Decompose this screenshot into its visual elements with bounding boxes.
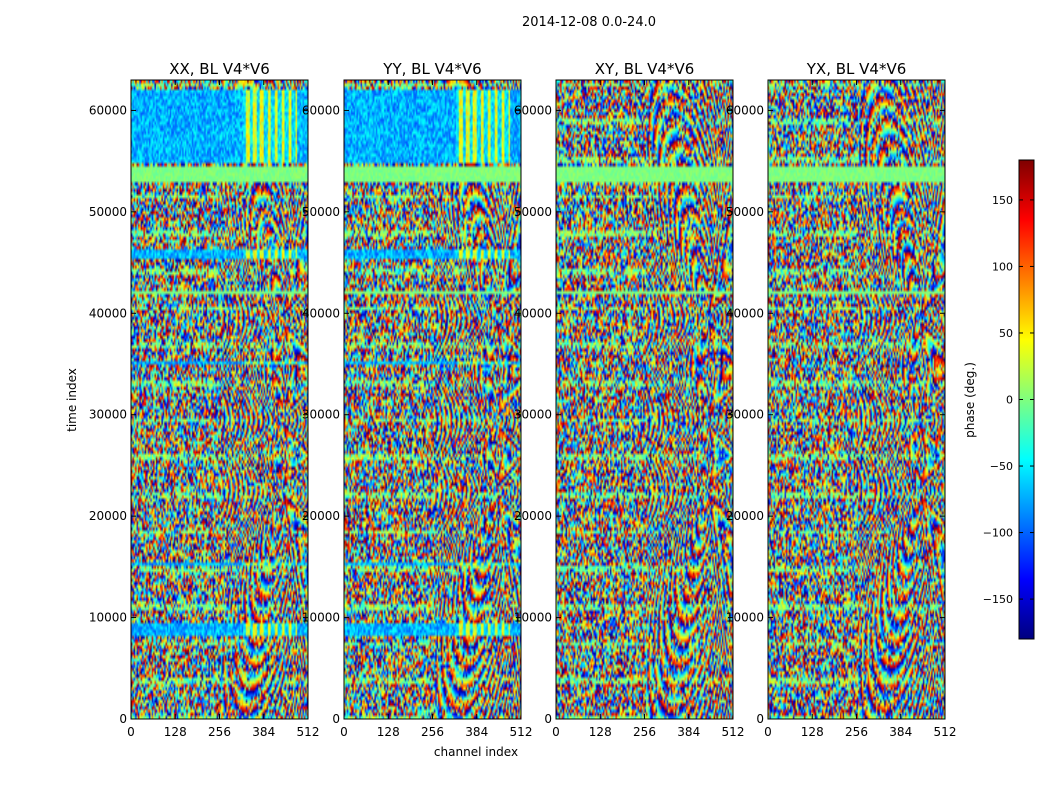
y-tick-label: 10000 — [514, 611, 552, 625]
y-tick-label: 30000 — [514, 408, 552, 422]
y-tick-label: 60000 — [89, 103, 127, 117]
x-tick-label: 512 — [510, 725, 533, 739]
y-tick-label: 30000 — [89, 408, 127, 422]
colorbar-tick-label: −150 — [983, 593, 1013, 606]
x-tick-label: 0 — [764, 725, 772, 739]
x-tick-label: 384 — [889, 725, 912, 739]
colorbar-label: phase (deg.) — [963, 362, 977, 438]
x-axis-label: channel index — [434, 745, 518, 759]
y-tick-label: 50000 — [89, 205, 127, 219]
y-tick-label: 0 — [756, 712, 764, 726]
y-tick-label: 0 — [119, 712, 127, 726]
x-tick-label: 256 — [208, 725, 231, 739]
y-tick-label: 60000 — [302, 103, 340, 117]
y-tick-label: 40000 — [726, 306, 764, 320]
colorbar: −150 −100 −50 0 50 100 150 — [983, 159, 1035, 640]
panel-title: YX, BL V4*V6 — [806, 60, 907, 78]
heatmap-image-xy — [556, 80, 733, 719]
colorbar-tick-label: 0 — [1006, 394, 1013, 407]
colorbar-tick-label: 50 — [999, 327, 1013, 340]
y-tick-label: 10000 — [302, 611, 340, 625]
y-tick-label: 0 — [332, 712, 340, 726]
y-tick-label: 40000 — [302, 306, 340, 320]
y-tick-label: 10000 — [726, 611, 764, 625]
x-tick-label: 512 — [722, 725, 745, 739]
colorbar-tick-label: −50 — [990, 460, 1013, 473]
panels-group: XX, BL V4*V6 0 128 256 384 512 0 10000 20000 3000… — [89, 60, 957, 739]
y-tick-label: 50000 — [514, 205, 552, 219]
panel-title: XY, BL V4*V6 — [595, 60, 695, 78]
heatmap-image-yy — [344, 80, 521, 719]
x-tick-label: 256 — [633, 725, 656, 739]
x-tick-label: 384 — [252, 725, 275, 739]
y-tick-label: 60000 — [514, 103, 552, 117]
panel-title: XX, BL V4*V6 — [169, 60, 270, 78]
y-tick-label: 20000 — [514, 509, 552, 523]
y-tick-label: 20000 — [302, 509, 340, 523]
x-tick-label: 128 — [377, 725, 400, 739]
x-tick-label: 384 — [465, 725, 488, 739]
colorbar-tick-label: 100 — [992, 260, 1013, 273]
y-tick-label: 50000 — [726, 205, 764, 219]
x-tick-label: 0 — [127, 725, 135, 739]
y-tick-label: 30000 — [726, 408, 764, 422]
x-tick-label: 384 — [677, 725, 700, 739]
x-tick-label: 0 — [340, 725, 348, 739]
x-tick-label: 128 — [801, 725, 824, 739]
heatmap-image-yx — [768, 80, 945, 719]
x-tick-label: 256 — [845, 725, 868, 739]
y-tick-label: 0 — [544, 712, 552, 726]
figure-suptitle: 2014-12-08 0.0-24.0 — [522, 15, 656, 30]
y-tick-label: 50000 — [302, 205, 340, 219]
y-tick-label: 40000 — [514, 306, 552, 320]
panel-yx: YX, BL V4*V6 0 128 256 384 512 0 10000 20000 3000… — [726, 60, 957, 739]
heatmap-image-xx — [131, 80, 308, 719]
panel-yy: YY, BL V4*V6 0 128 256 384 512 0 10000 20000 3000… — [302, 60, 533, 739]
y-tick-label: 20000 — [89, 509, 127, 523]
y-tick-label: 60000 — [726, 103, 764, 117]
x-tick-label: 512 — [297, 725, 320, 739]
y-axis-label: time index — [65, 368, 79, 432]
colorbar-tick-label: −100 — [983, 527, 1013, 540]
x-tick-label: 256 — [421, 725, 444, 739]
x-tick-label: 128 — [164, 725, 187, 739]
y-tick-label: 40000 — [89, 306, 127, 320]
y-tick-label: 10000 — [89, 611, 127, 625]
x-tick-label: 0 — [552, 725, 560, 739]
y-tick-label: 30000 — [302, 408, 340, 422]
x-tick-label: 128 — [589, 725, 612, 739]
panel-title: YY, BL V4*V6 — [382, 60, 481, 78]
y-tick-label: 20000 — [726, 509, 764, 523]
x-tick-label: 512 — [934, 725, 957, 739]
panel-xx: XX, BL V4*V6 0 128 256 384 512 0 10000 20000 3000… — [89, 60, 320, 739]
panel-xy: XY, BL V4*V6 0 128 256 384 512 0 10000 20000 3000… — [514, 60, 745, 739]
colorbar-tick-label: 150 — [992, 194, 1013, 207]
